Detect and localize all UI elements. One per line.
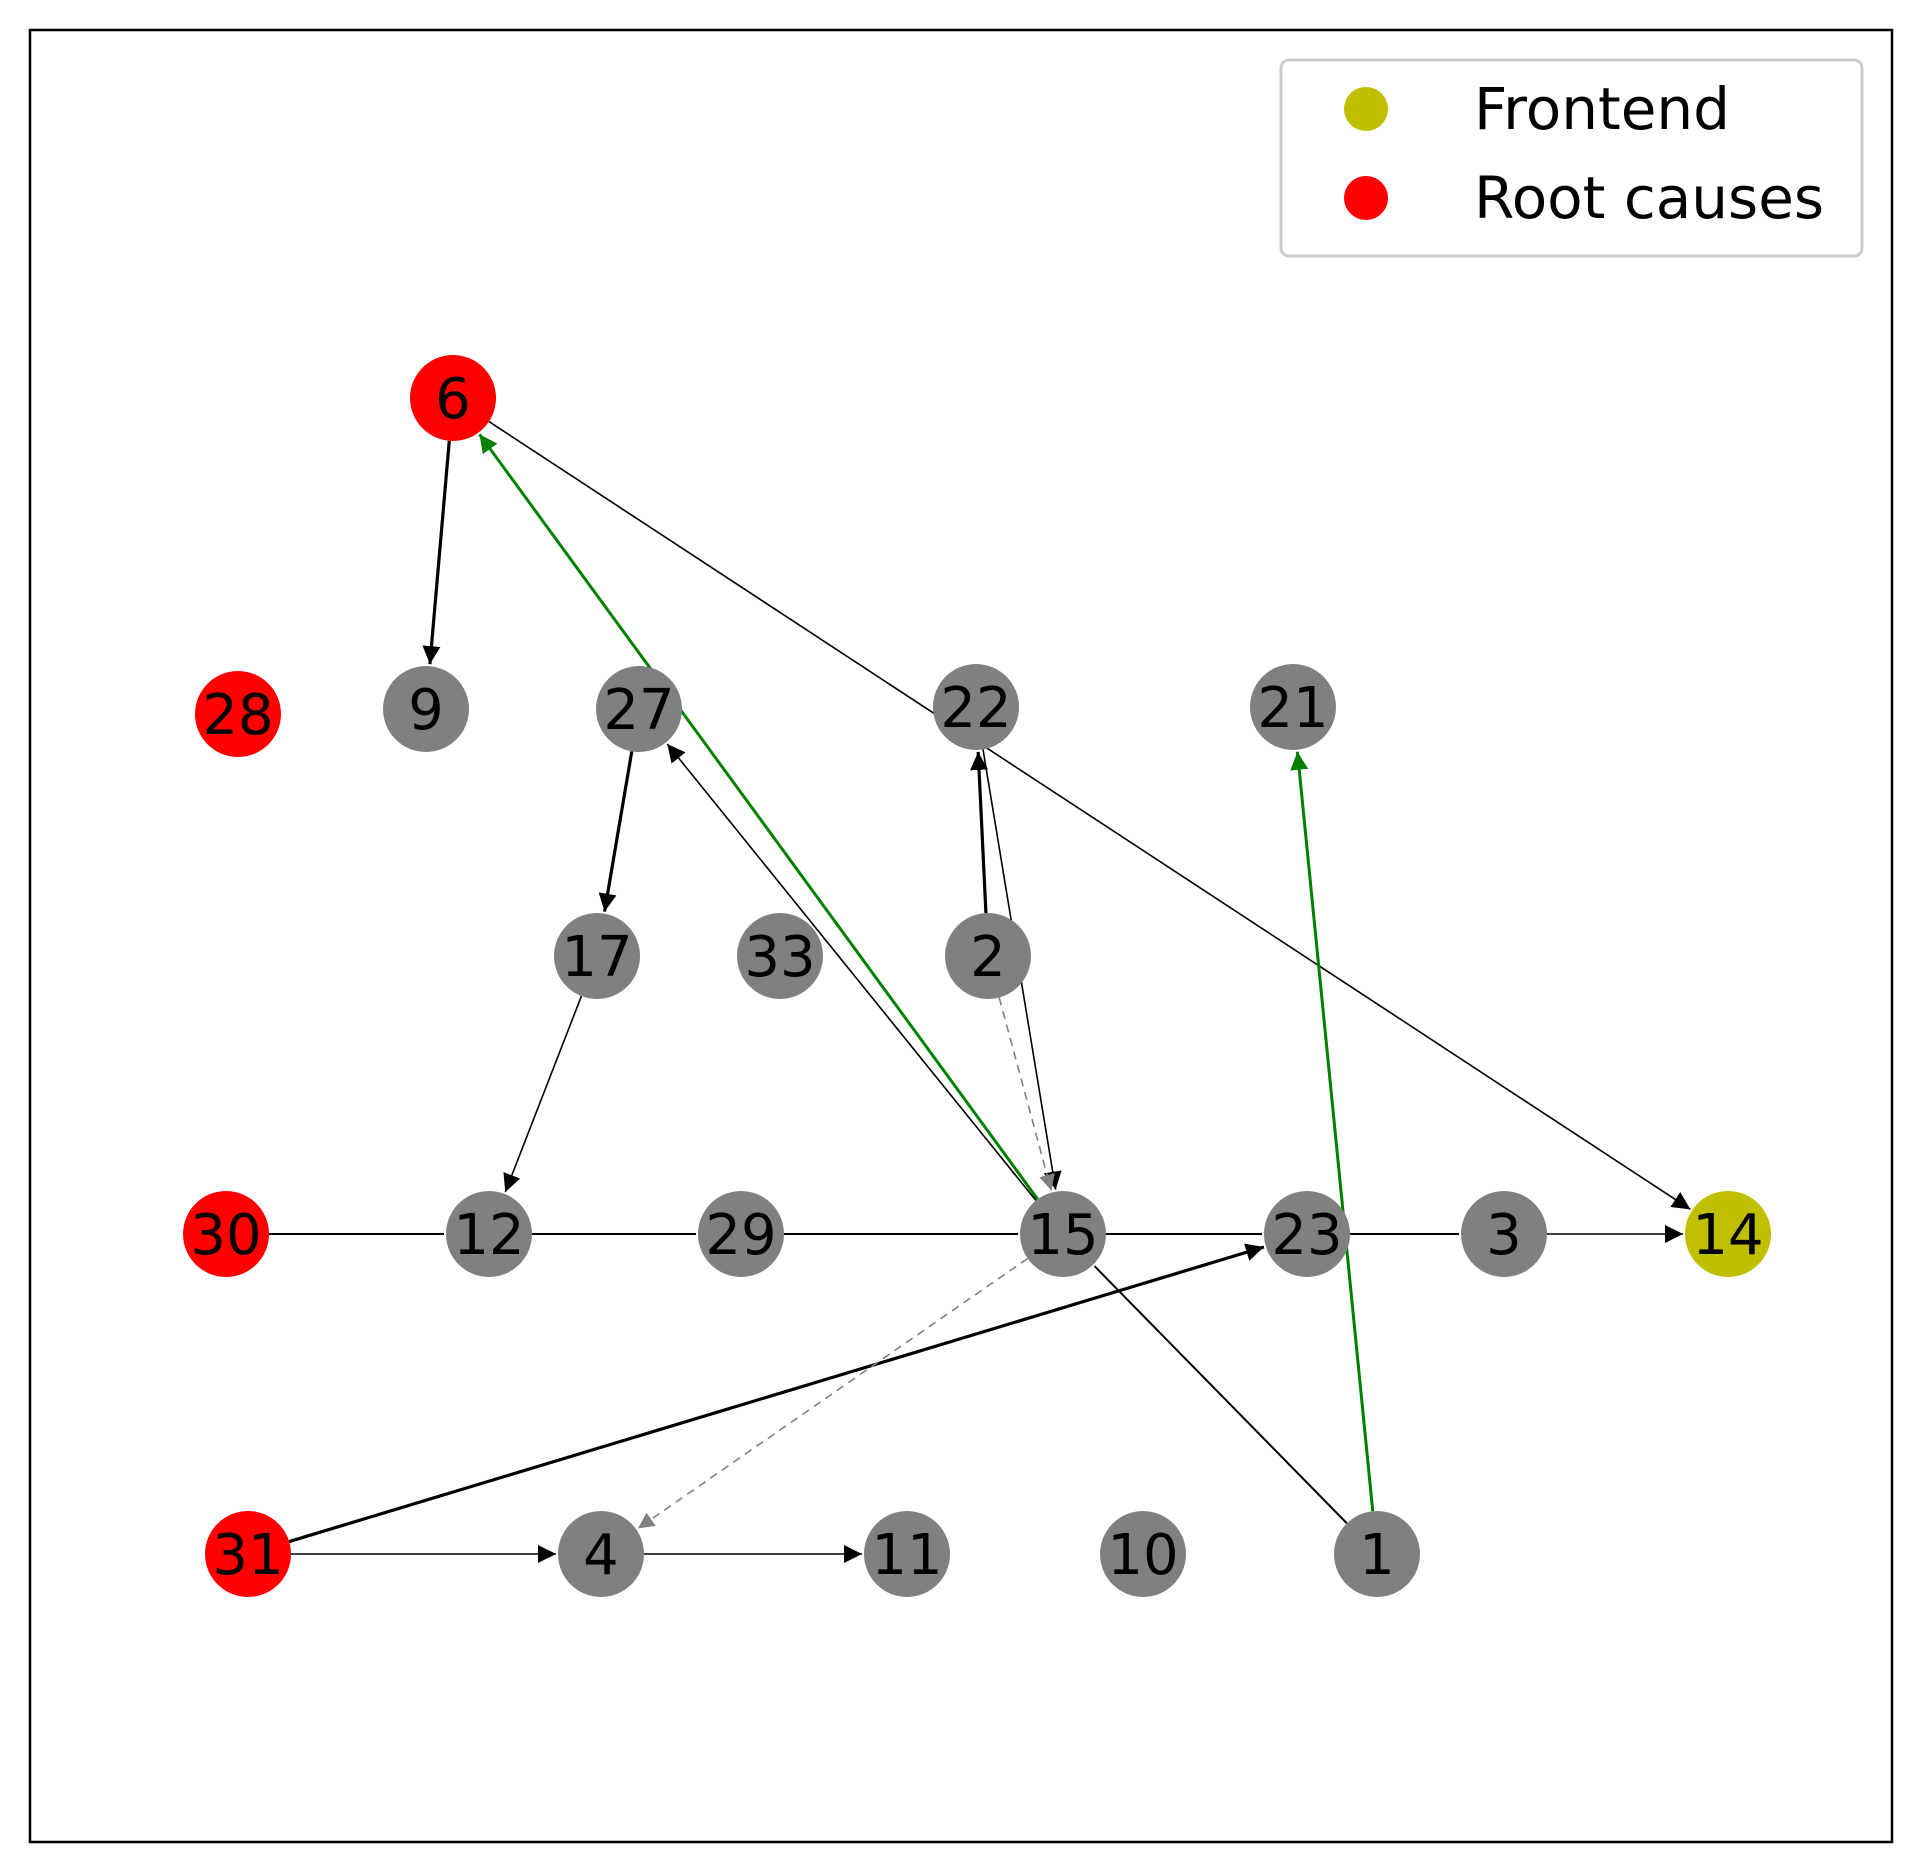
edge-6-to-14 xyxy=(488,420,1691,1210)
node-17: 17 xyxy=(554,913,640,999)
node-21: 21 xyxy=(1250,664,1336,750)
node-circle-6 xyxy=(410,355,496,441)
node-label-3: 3 xyxy=(1486,1203,1522,1268)
legend-label-root-causes: Root causes xyxy=(1474,164,1824,232)
node-circle-10 xyxy=(1100,1511,1186,1597)
node-27: 27 xyxy=(596,666,682,752)
node-28: 28 xyxy=(195,671,281,757)
node-label-14: 14 xyxy=(1692,1203,1763,1268)
node-circle-11 xyxy=(864,1511,950,1597)
node-1: 1 xyxy=(1334,1511,1420,1597)
edge-31-to-23 xyxy=(288,1243,1265,1544)
node-2: 2 xyxy=(945,913,1031,999)
edge-2-to-22 xyxy=(970,751,989,914)
legend-box xyxy=(1279,58,1864,258)
node-circle-22 xyxy=(933,664,1019,750)
node-label-23: 23 xyxy=(1271,1203,1342,1268)
node-11: 11 xyxy=(864,1511,950,1597)
plot-frame xyxy=(28,28,1894,1844)
edge-6-to-9 xyxy=(422,440,451,665)
node-33: 33 xyxy=(737,913,823,999)
node-10: 10 xyxy=(1100,1511,1186,1597)
node-label-21: 21 xyxy=(1257,676,1328,741)
node-label-28: 28 xyxy=(202,683,273,748)
node-circle-30 xyxy=(183,1191,269,1277)
legend-label-frontend: Frontend xyxy=(1474,75,1730,143)
node-label-15: 15 xyxy=(1027,1203,1098,1268)
node-9: 9 xyxy=(383,666,469,752)
edge-15-to-27 xyxy=(666,743,1037,1202)
edges-layer xyxy=(269,420,1691,1563)
node-label-11: 11 xyxy=(871,1523,942,1588)
node-label-31: 31 xyxy=(212,1523,283,1588)
node-15: 15 xyxy=(1020,1191,1106,1277)
node-label-2: 2 xyxy=(970,925,1006,990)
legend-marker-frontend xyxy=(1344,87,1388,131)
node-circle-17 xyxy=(554,913,640,999)
node-22: 22 xyxy=(933,664,1019,750)
node-label-22: 22 xyxy=(940,676,1011,741)
node-circle-9 xyxy=(383,666,469,752)
node-circle-33 xyxy=(737,913,823,999)
node-label-27: 27 xyxy=(603,678,674,743)
edge-17-to-12 xyxy=(503,995,583,1193)
node-3: 3 xyxy=(1461,1191,1547,1277)
node-label-33: 33 xyxy=(744,925,815,990)
node-circle-15 xyxy=(1020,1191,1106,1277)
node-23: 23 xyxy=(1264,1191,1350,1277)
node-circle-14 xyxy=(1685,1191,1771,1277)
legend: Frontend Root causes xyxy=(1279,58,1864,258)
node-label-10: 10 xyxy=(1107,1523,1178,1588)
node-circle-21 xyxy=(1250,664,1336,750)
node-6: 6 xyxy=(410,355,496,441)
legend-marker-root-causes xyxy=(1344,176,1388,220)
node-label-30: 30 xyxy=(190,1203,261,1268)
edge-15-to-4 xyxy=(637,1257,1029,1530)
edge-1-to-15 xyxy=(1093,1265,1348,1525)
node-29: 29 xyxy=(698,1191,784,1277)
node-30: 30 xyxy=(183,1191,269,1277)
node-14: 14 xyxy=(1685,1191,1771,1277)
node-circle-3 xyxy=(1461,1191,1547,1277)
node-12: 12 xyxy=(446,1191,532,1277)
edge-27-to-17 xyxy=(598,751,634,912)
node-circle-1 xyxy=(1334,1511,1420,1597)
edge-2-to-15 xyxy=(998,997,1055,1191)
node-4: 4 xyxy=(558,1511,644,1597)
node-circle-27 xyxy=(596,666,682,752)
node-label-4: 4 xyxy=(583,1523,619,1588)
node-circle-12 xyxy=(446,1191,532,1277)
node-circle-29 xyxy=(698,1191,784,1277)
node-circle-28 xyxy=(195,671,281,757)
node-label-1: 1 xyxy=(1359,1523,1395,1588)
node-circle-4 xyxy=(558,1511,644,1597)
node-circle-31 xyxy=(205,1511,291,1597)
edge-1-to-21 xyxy=(1290,751,1375,1512)
node-label-17: 17 xyxy=(561,925,632,990)
node-31: 31 xyxy=(205,1511,291,1597)
node-circle-23 xyxy=(1264,1191,1350,1277)
node-label-12: 12 xyxy=(453,1203,524,1268)
edge-15-to-6 xyxy=(478,433,1039,1201)
node-circle-2 xyxy=(945,913,1031,999)
node-label-6: 6 xyxy=(435,367,471,432)
node-label-9: 9 xyxy=(408,678,444,743)
node-label-29: 29 xyxy=(705,1203,776,1268)
